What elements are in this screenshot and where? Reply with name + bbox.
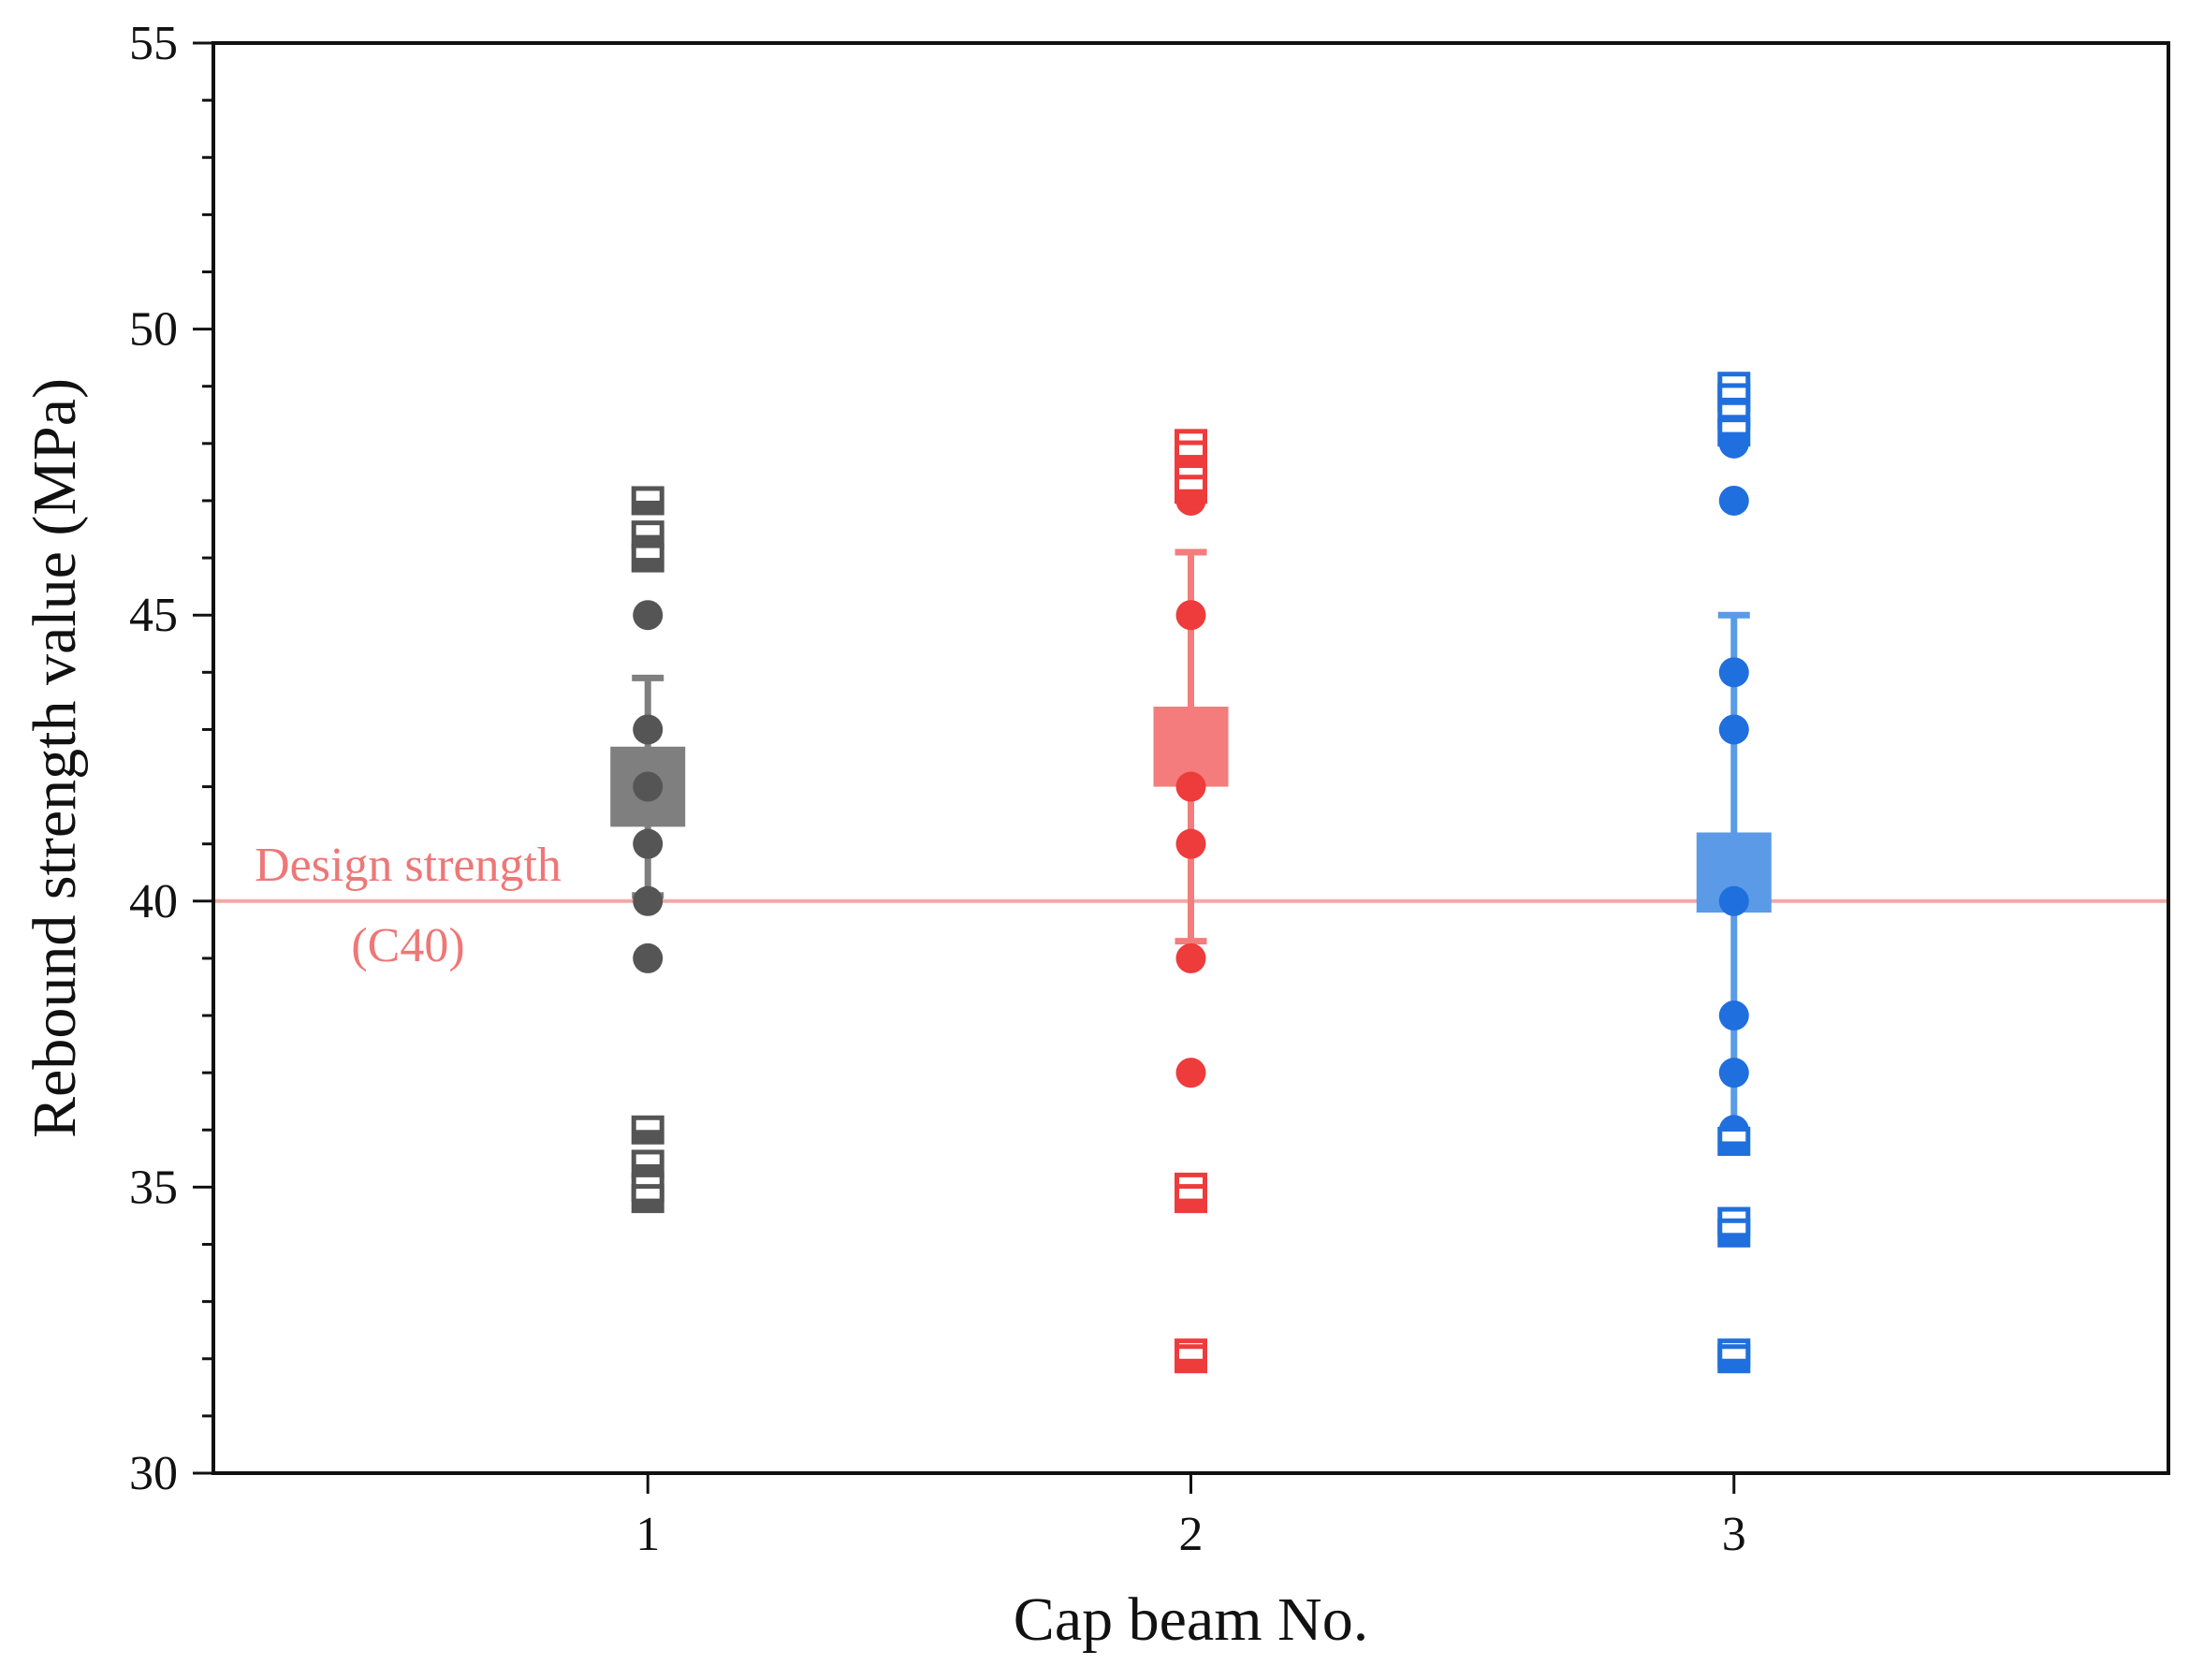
x-tick-label: 3 (1722, 1508, 1746, 1561)
outlier-marker-fill (1719, 1141, 1748, 1154)
outlier-marker-fill (1176, 1198, 1205, 1211)
data-point (1718, 657, 1749, 688)
y-tick-label: 45 (129, 589, 178, 642)
data-point (1175, 600, 1206, 631)
data-point (1175, 828, 1206, 859)
design-strength-label: Design strength (255, 839, 562, 892)
series-cap-beam-1 (610, 486, 686, 1214)
data-point (1175, 771, 1206, 802)
y-tick-label: 30 (129, 1447, 178, 1500)
outlier-marker-fill (1719, 1358, 1748, 1371)
outlier-marker-fill (634, 1130, 663, 1143)
outlier-marker-fill (634, 500, 663, 513)
series-cap-beam-3 (1696, 372, 1772, 1374)
data-point (633, 942, 664, 973)
data-point (1175, 942, 1206, 973)
x-tick-label: 2 (1179, 1508, 1204, 1561)
plot-frame (212, 41, 2170, 1475)
outlier-marker-fill (1176, 1358, 1205, 1371)
data-point (1718, 885, 1749, 916)
outlier-marker-fill (1176, 489, 1205, 502)
data-point (1175, 1058, 1206, 1088)
y-axis-title: Rebound strength value (MPa) (21, 378, 89, 1138)
data-point (633, 771, 664, 802)
data-point (1718, 1058, 1749, 1088)
data-point (1718, 485, 1749, 516)
x-axis-title: Cap beam No. (1014, 1585, 1368, 1654)
outlier-marker-fill (1719, 1233, 1748, 1246)
data-point (1718, 1001, 1749, 1031)
data-point (633, 714, 664, 745)
y-tick-label: 55 (129, 17, 178, 70)
data-point (633, 600, 664, 631)
y-tick-label: 35 (129, 1161, 178, 1214)
x-tick-label: 1 (635, 1508, 660, 1561)
data-point (1718, 714, 1749, 745)
outlier-marker-fill (634, 1198, 663, 1211)
data-point (633, 885, 664, 916)
y-tick-label: 40 (129, 875, 178, 928)
outlier-marker-fill (634, 558, 663, 571)
series-cap-beam-2 (1153, 429, 1229, 1374)
data-series (610, 372, 1772, 1374)
y-tick-label: 50 (129, 303, 178, 357)
design-strength-grade-label: (C40) (351, 919, 464, 972)
data-point (633, 828, 664, 859)
outlier-marker-fill (1719, 431, 1748, 445)
